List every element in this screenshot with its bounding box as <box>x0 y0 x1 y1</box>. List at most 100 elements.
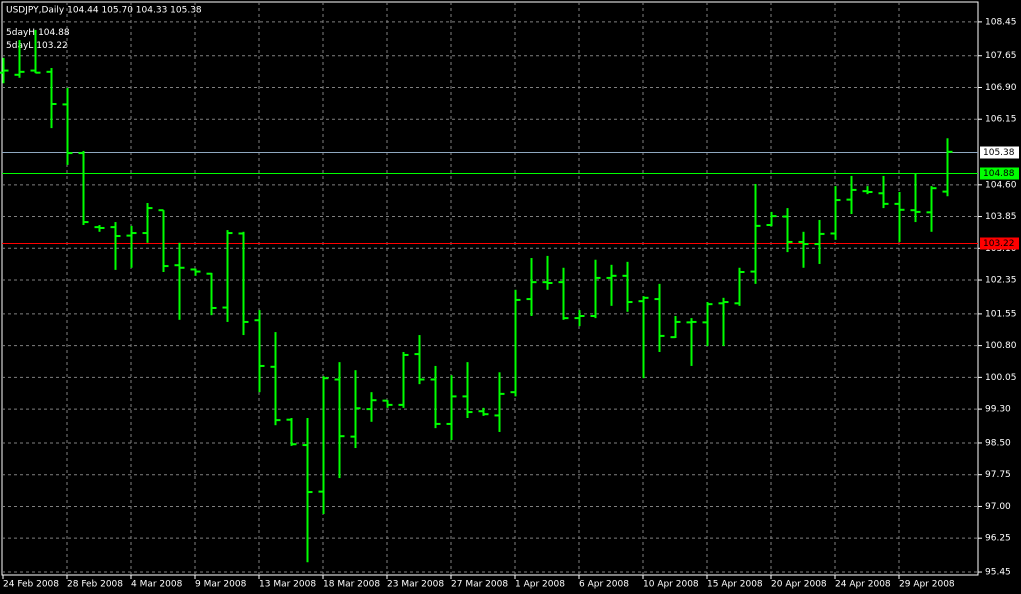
ohlc-bar <box>798 231 809 268</box>
level-annotation: 5dayL103.22 <box>6 41 68 51</box>
y-tick-label: 102.35 <box>985 276 1017 286</box>
ohlc-bar <box>126 225 137 268</box>
ohlc-bar <box>46 68 57 129</box>
ohlc-bar <box>62 87 73 165</box>
price-label: 103.22 <box>983 239 1015 249</box>
y-tick-label: 95.45 <box>985 568 1011 578</box>
x-tick-label: 4 Mar 2008 <box>131 580 183 590</box>
ohlc-bar <box>254 310 265 393</box>
ohlc-bar <box>766 211 777 227</box>
ohlc-bar <box>30 29 41 74</box>
ohlc-bar <box>702 302 713 347</box>
price-label-box <box>980 167 1019 180</box>
ohlc-bar <box>94 225 105 232</box>
y-tick-label: 100.80 <box>985 341 1017 351</box>
level-name: 5dayH <box>6 28 35 38</box>
ohlc-bar <box>430 365 441 429</box>
y-tick-label: 103.85 <box>985 212 1017 222</box>
ohlc-bar <box>350 370 361 449</box>
ohlc-bar <box>590 259 601 319</box>
grid <box>2 2 978 575</box>
x-tick-label: 28 Feb 2008 <box>67 580 123 590</box>
ohlc-bar <box>718 297 729 347</box>
ohlc-bar <box>222 230 233 322</box>
ohlc-bar <box>190 268 201 276</box>
y-tick-label: 96.25 <box>985 534 1011 544</box>
y-tick-label: 106.90 <box>985 83 1017 93</box>
x-tick-label: 18 Mar 2008 <box>323 580 380 590</box>
ohlc-bar <box>398 351 409 408</box>
ohlc-bar <box>750 183 761 284</box>
x-tick-label: 10 Apr 2008 <box>643 580 699 590</box>
x-tick-label: 24 Apr 2008 <box>835 580 891 590</box>
ohlc-bar <box>878 175 889 209</box>
y-tick-label: 98.50 <box>985 438 1011 448</box>
ohlc-bar <box>574 310 585 327</box>
ohlc-bar <box>926 186 937 232</box>
ohlc-bar <box>206 272 217 316</box>
x-tick-label: 13 Mar 2008 <box>259 580 316 590</box>
y-tick-label: 97.00 <box>985 502 1011 512</box>
x-tick-label: 1 Apr 2008 <box>515 580 565 590</box>
ohlc-bar <box>542 255 553 290</box>
ohlc-bar <box>862 186 873 195</box>
ohlc-bar <box>286 417 297 446</box>
y-tick-label: 99.30 <box>985 405 1011 415</box>
plot-frame <box>1 1 979 576</box>
ohlc-bar <box>830 186 841 240</box>
ohlc-bar <box>622 261 633 312</box>
x-tick-label: 29 Apr 2008 <box>899 580 955 590</box>
x-tick-label: 23 Mar 2008 <box>387 580 444 590</box>
ohlc-bar <box>158 209 169 272</box>
x-tick-label: 15 Apr 2008 <box>707 580 763 590</box>
ohlc-bar <box>414 335 425 385</box>
ohlc-bar <box>174 242 185 320</box>
ohlc-bar <box>526 258 537 317</box>
ohlc-bar <box>638 296 649 379</box>
chart-title: USDJPY,Daily 104.44 105.70 104.33 105.38 <box>6 6 202 16</box>
ohlc-bar <box>558 267 569 320</box>
level-value: 103.22 <box>36 41 68 51</box>
y-tick-label: 107.65 <box>985 51 1017 61</box>
level-value: 104.88 <box>38 28 70 38</box>
ohlc-bar <box>670 316 681 339</box>
level-annotation: 5dayH 104.88 <box>6 28 70 38</box>
ohlc-bar <box>782 208 793 253</box>
price-label: 104.88 <box>983 169 1015 179</box>
ohlc-bar <box>14 40 25 78</box>
ohlc-bar <box>382 399 393 408</box>
ohlc-bar <box>334 362 345 479</box>
x-tick-label: 27 Mar 2008 <box>451 580 508 590</box>
y-tick-label: 104.60 <box>985 180 1017 190</box>
x-tick-label: 24 Feb 2008 <box>3 580 59 590</box>
price-label-box <box>980 237 1019 250</box>
x-tick-label: 6 Apr 2008 <box>579 580 629 590</box>
ohlc-bar <box>894 192 905 242</box>
ohlc-bar <box>734 267 745 306</box>
ohlc-bar <box>510 289 521 397</box>
ohlc-bar <box>238 231 249 336</box>
ohlc-bar <box>846 175 857 215</box>
ohlc-bar <box>606 264 617 306</box>
ohlc-bar <box>814 219 825 264</box>
price-label: 105.38 <box>983 148 1015 158</box>
ohlc-bar <box>654 283 665 352</box>
y-tick-label: 101.55 <box>985 309 1017 319</box>
ohlc-bar <box>270 332 281 426</box>
price-label-box <box>980 146 1019 159</box>
y-tick-label: 97.75 <box>985 470 1011 480</box>
ohlc-bar <box>942 138 953 197</box>
ohlc-bar <box>494 372 505 432</box>
ohlc-bar <box>318 376 329 515</box>
ohlc-bar <box>78 150 89 226</box>
ohlc-bar <box>910 173 921 223</box>
ohlc-bar <box>462 362 473 418</box>
ohlc-bar <box>686 318 697 366</box>
y-tick-label: 100.05 <box>985 373 1017 383</box>
ohlc-bar <box>0 57 9 84</box>
ohlc-bar <box>366 392 377 422</box>
ohlc-bar <box>302 417 313 563</box>
y-tick-label: 108.45 <box>985 17 1017 27</box>
x-tick-label: 9 Mar 2008 <box>195 580 247 590</box>
